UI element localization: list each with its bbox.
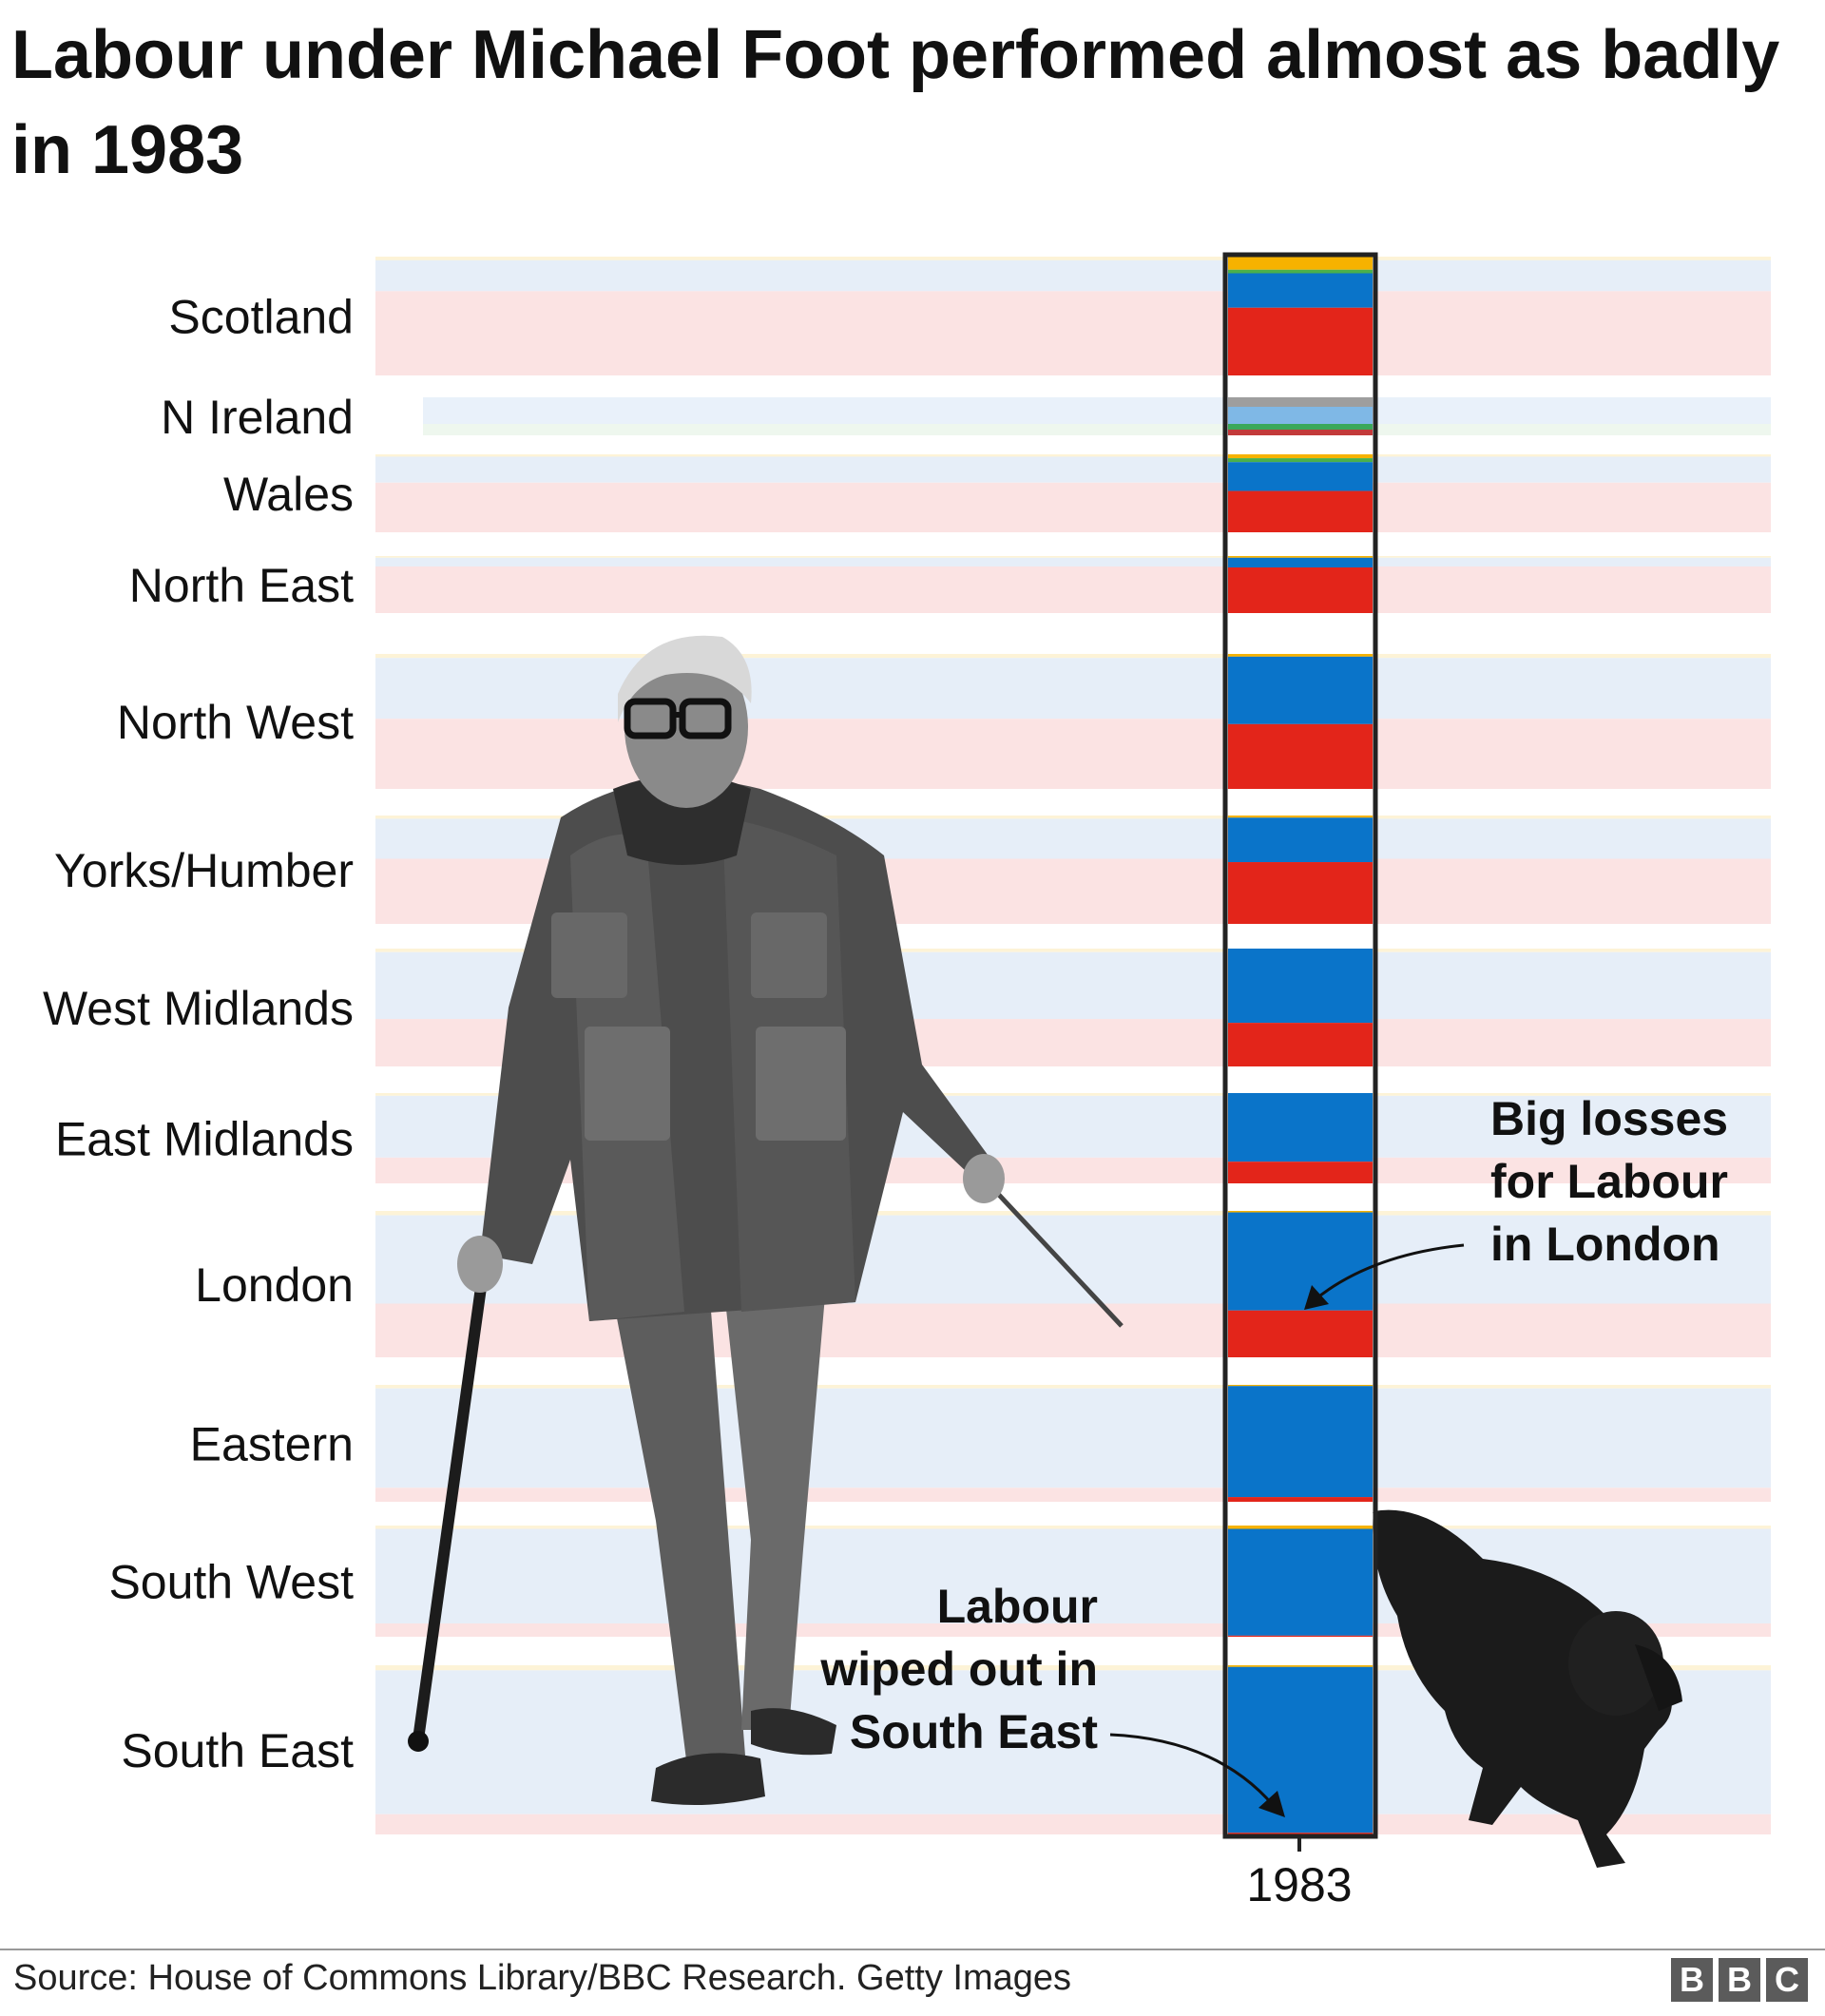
bar-liberal-south-east xyxy=(1228,1665,1373,1667)
bar-conservative-eastern xyxy=(1228,1386,1373,1498)
bg-band-liberal-south-east xyxy=(375,1665,1771,1671)
chart-svg: 1983 Scotland N Ireland Wales North East Nor… xyxy=(43,252,1771,1911)
annotation-london-line-3: in London xyxy=(1490,1218,1720,1271)
bar-other2-n-ireland xyxy=(1228,430,1373,435)
footer-divider xyxy=(0,1949,1825,1950)
bar-labour-yorks-humber xyxy=(1228,862,1373,924)
chart-title: Labour under Michael Foot performed almo… xyxy=(11,17,1780,188)
region-label-west-midlands: West Midlands xyxy=(43,982,354,1035)
region-label-wales: Wales xyxy=(223,468,354,521)
annotation-london-line-1: Big losses xyxy=(1490,1092,1728,1145)
bar-conservative-east-midlands xyxy=(1228,1093,1373,1162)
bar-labour-wales xyxy=(1228,490,1373,532)
bar-liberal-south-west xyxy=(1228,1526,1373,1529)
region-label-london: London xyxy=(195,1258,354,1312)
bbc-logo: B B C xyxy=(1671,1958,1808,2002)
bar-liberal-yorks-humber xyxy=(1228,816,1373,818)
bar-conservative-north-west xyxy=(1228,656,1373,724)
bar-liberal-eastern xyxy=(1228,1385,1373,1387)
bar-labour-east-midlands xyxy=(1228,1162,1373,1183)
source-note: Source: House of Commons Library/BBC Res… xyxy=(13,1958,1072,1998)
bar-other-scotland xyxy=(1228,269,1373,274)
bar-conservative-yorks-humber xyxy=(1228,817,1373,863)
bar-labour-north-west xyxy=(1228,723,1373,789)
bg-band-liberal-yorks-humber xyxy=(375,816,1771,819)
region-label-n-ireland: N Ireland xyxy=(161,391,354,444)
bg-band-labour-london xyxy=(375,1303,1771,1357)
bar-labour-london xyxy=(1228,1310,1373,1357)
annotation-london: Big losses for Labour in London xyxy=(1304,1092,1728,1310)
bar-liberal-north-east xyxy=(1228,556,1373,558)
bg-band-conservative-north-west xyxy=(375,658,1771,720)
bar-labour-scotland xyxy=(1228,307,1373,375)
bar-conservative-scotland xyxy=(1228,273,1373,308)
bg-band-liberal-east-midlands xyxy=(375,1093,1771,1096)
bar-conservative-wales xyxy=(1228,462,1373,491)
bbc-logo-letter: C xyxy=(1766,1958,1808,2002)
bar-liberal-north-west xyxy=(1228,654,1373,657)
bar-labour-north-east xyxy=(1228,567,1373,613)
bg-band-conservative-eastern xyxy=(375,1388,1771,1488)
bar-liberal-wales xyxy=(1228,454,1373,459)
annotation-south-east-line-3: South East xyxy=(850,1705,1098,1758)
dog-photo xyxy=(1373,1509,1682,1868)
bg-band-liberal-south-west xyxy=(375,1526,1771,1529)
region-labels: Scotland N Ireland Wales North East North We… xyxy=(43,291,354,1778)
annotation-london-arrow xyxy=(1311,1243,1465,1304)
bar-conservative-north-east xyxy=(1228,557,1373,567)
annotation-london-arrowhead xyxy=(1304,1285,1329,1310)
bg-band-liberal-wales xyxy=(375,454,1771,457)
bg-band-liberal-west-midlands xyxy=(375,949,1771,952)
bar-other-wales xyxy=(1228,458,1373,463)
annotation-south-east-line-1: Labour xyxy=(937,1580,1098,1633)
bbc-logo-letter: B xyxy=(1719,1958,1760,2002)
bg-band-labour-scotland xyxy=(375,291,1771,375)
x-tick-label: 1983 xyxy=(1246,1858,1352,1911)
michael-foot-photo xyxy=(408,635,1124,1805)
bar-conservative-south-east xyxy=(1228,1666,1373,1834)
bg-band-liberal-eastern xyxy=(375,1385,1771,1389)
annotation-south-east: Labour wiped out in South East xyxy=(819,1580,1285,1817)
bbc-logo-letter: B xyxy=(1671,1958,1713,2002)
bg-band-liberal-north-east xyxy=(375,556,1771,558)
bg-band-conservative-north-east xyxy=(375,557,1771,566)
bg-band-conservative-wales xyxy=(375,456,1771,483)
region-label-south-west: South West xyxy=(108,1556,354,1609)
bar-labour-west-midlands xyxy=(1228,1023,1373,1066)
annotation-south-east-arrowhead xyxy=(1258,1791,1285,1817)
annotation-london-line-2: for Labour xyxy=(1490,1155,1728,1208)
region-label-eastern: Eastern xyxy=(190,1418,354,1471)
bar-labour-south-east xyxy=(1228,1833,1373,1834)
bg-band-labour-north-west xyxy=(375,719,1771,789)
bar-labour-eastern xyxy=(1228,1497,1373,1502)
bg-band-other-n-ireland xyxy=(423,424,1771,435)
region-label-north-east: North East xyxy=(129,559,354,612)
bg-band-liberal-london xyxy=(375,1211,1771,1216)
bar-nationalist-n-ireland xyxy=(1228,424,1373,430)
region-label-yorks-humber: Yorks/Humber xyxy=(54,844,354,897)
bg-band-liberal-north-west xyxy=(375,654,1771,659)
annotation-south-east-line-2: wiped out in xyxy=(819,1642,1098,1696)
bar-liberal-scotland xyxy=(1228,257,1373,270)
bar-conservative-south-west xyxy=(1228,1528,1373,1636)
highlight-column-1983 xyxy=(1228,257,1373,1834)
bg-band-labour-wales xyxy=(375,482,1771,532)
x-axis: 1983 xyxy=(1246,1838,1353,1911)
region-label-north-west: North West xyxy=(117,696,354,749)
region-label-scotland: Scotland xyxy=(168,291,354,344)
region-label-south-east: South East xyxy=(121,1724,354,1777)
bg-band-labour-eastern xyxy=(375,1488,1771,1502)
bar-liberal-london xyxy=(1228,1211,1373,1213)
bar-conservative-west-midlands xyxy=(1228,949,1373,1024)
bar-other-n-ireland xyxy=(1228,397,1373,407)
highlight-frame xyxy=(1222,252,1378,1839)
bar-conservative-london xyxy=(1228,1212,1373,1311)
region-label-east-midlands: East Midlands xyxy=(55,1113,354,1166)
bg-band-labour-north-east xyxy=(375,566,1771,613)
bar-unionist-n-ireland xyxy=(1228,407,1373,424)
bar-labour-south-west xyxy=(1228,1635,1373,1637)
bg-band-conservative-scotland xyxy=(375,259,1771,292)
annotation-south-east-arrow xyxy=(1109,1733,1276,1807)
bg-band-labour-south-east xyxy=(375,1814,1771,1834)
